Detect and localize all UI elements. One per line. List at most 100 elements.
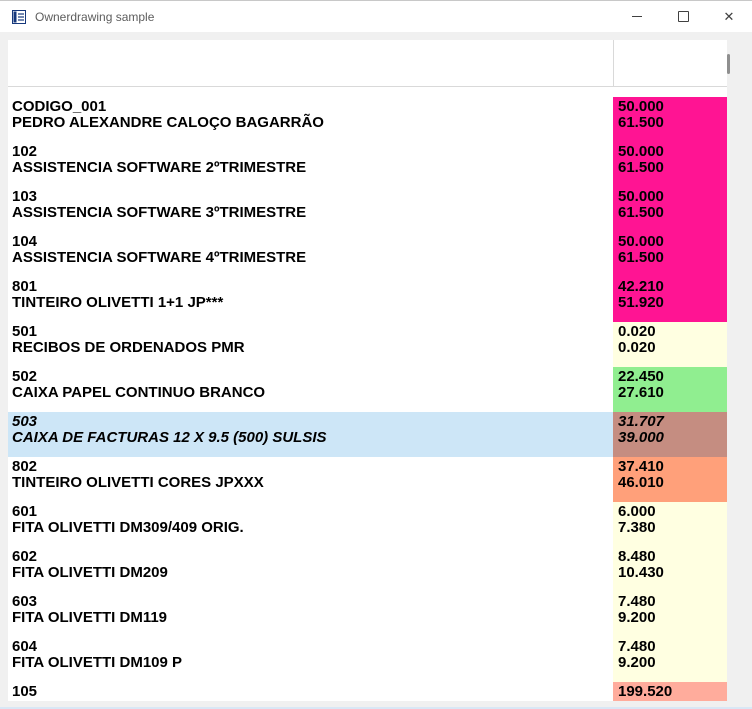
item-price-2: 46.010: [618, 473, 664, 491]
item-price-2: 61.500: [618, 158, 664, 176]
item-code: 501: [12, 323, 38, 340]
maximize-icon: [677, 11, 689, 22]
list-item[interactable]: 103 ASSISTENCIA SOFTWARE 3ºTRIMESTRE 50.…: [8, 187, 727, 232]
item-description: FITA OLIVETTI DM309/409 ORIG.: [12, 518, 244, 536]
item-code: 802: [12, 458, 38, 475]
close-icon: ✕: [723, 9, 735, 24]
item-code: 601: [12, 503, 38, 520]
item-price-2: 9.200: [618, 608, 656, 626]
header-column-divider: [613, 40, 614, 86]
item-price-cell: 50.000 61.500: [613, 187, 727, 232]
item-price-2: 51.920: [618, 293, 664, 311]
item-price-cell: 8.480 10.430: [613, 547, 727, 592]
item-price-cell: 31.707 39.000: [613, 412, 727, 457]
item-code: CODIGO_001: [12, 98, 107, 115]
item-price-2: 9.200: [618, 653, 656, 671]
list-item[interactable]: 104 ASSISTENCIA SOFTWARE 4ºTRIMESTRE 50.…: [8, 232, 727, 277]
item-price-cell: 6.000 7.380: [613, 502, 727, 547]
item-price-1: 0.020: [618, 323, 656, 340]
item-description: ASSISTENCIA SOFTWARE 2ºTRIMESTRE: [12, 158, 307, 176]
item-description: FITA OLIVETTI DM119: [12, 608, 168, 626]
item-price-1: 6.000: [618, 503, 656, 520]
item-description: ASSISTENCIA SOFTWARE 3ºTRIMESTRE: [12, 203, 307, 221]
item-description: FITA OLIVETTI DM109 P: [12, 653, 183, 671]
minimize-icon: [632, 16, 642, 17]
item-price-2: 0.020: [618, 338, 656, 356]
list-item[interactable]: CODIGO_001 PEDRO ALEXANDRE CALOÇO BAGARR…: [8, 97, 727, 142]
list-item[interactable]: 604 FITA OLIVETTI DM109 P 7.480 9.200: [8, 637, 727, 682]
item-main-cell: 801 TINTEIRO OLIVETTI 1+1 JP***: [8, 277, 613, 322]
item-description: ASSISTENCIA AO SOFTWARE ANUAL: [12, 699, 613, 701]
item-price-1: 37.410: [618, 458, 664, 475]
vertical-scrollbar-thumb[interactable]: [727, 54, 730, 74]
item-code: 801: [12, 278, 38, 295]
item-main-cell: 604 FITA OLIVETTI DM109 P: [8, 637, 613, 682]
list-item[interactable]: 802 TINTEIRO OLIVETTI CORES JPXXX 37.410…: [8, 457, 727, 502]
list-item[interactable]: 801 TINTEIRO OLIVETTI 1+1 JP*** 42.210 5…: [8, 277, 727, 322]
item-description: TINTEIRO OLIVETTI 1+1 JP***: [12, 293, 224, 311]
item-code: 502: [12, 368, 38, 385]
item-price-2: 61.500: [618, 203, 664, 221]
item-price-cell: 7.480 9.200: [613, 637, 727, 682]
item-price-2: 39.000: [618, 428, 664, 446]
item-price-1: 31.707: [618, 413, 664, 430]
item-price-1: 7.480: [618, 638, 656, 655]
item-price-2: 7.380: [618, 518, 656, 536]
item-main-cell: 501 RECIBOS DE ORDENADOS PMR: [8, 322, 613, 367]
app-icon: [12, 9, 26, 24]
item-price-cell: 50.000 61.500: [613, 142, 727, 187]
item-code: 503: [12, 413, 38, 430]
item-price-cell: 50.000 61.500: [613, 97, 727, 142]
maximize-button[interactable]: [660, 1, 706, 32]
titlebar: Ownerdrawing sample ✕: [0, 0, 752, 32]
list-header: [8, 40, 727, 87]
minimize-button[interactable]: [614, 1, 660, 32]
item-price-1: 199.520: [618, 683, 673, 700]
list-item[interactable]: 503 CAIXA DE FACTURAS 12 X 9.5 (500) SUL…: [8, 412, 727, 457]
list-item[interactable]: 602 FITA OLIVETTI DM209 8.480 10.430: [8, 547, 727, 592]
item-main-cell: 602 FITA OLIVETTI DM209: [8, 547, 613, 592]
item-description: TINTEIRO OLIVETTI CORES JPXXX: [12, 473, 264, 491]
item-main-cell: 502 CAIXA PAPEL CONTINUO BRANCO: [8, 367, 613, 412]
item-description: CAIXA PAPEL CONTINUO BRANCO: [12, 383, 266, 401]
item-price-1: 7.480: [618, 593, 656, 610]
list-item[interactable]: 501 RECIBOS DE ORDENADOS PMR 0.020 0.020: [8, 322, 727, 367]
item-code: 105: [12, 683, 38, 700]
list-item[interactable]: 603 FITA OLIVETTI DM119 7.480 9.200: [8, 592, 727, 637]
item-main-cell: 503 CAIXA DE FACTURAS 12 X 9.5 (500) SUL…: [8, 412, 613, 457]
item-main-cell: CODIGO_001 PEDRO ALEXANDRE CALOÇO BAGARR…: [8, 97, 613, 142]
item-price-2: 27.610: [618, 383, 664, 401]
item-description: CAIXA DE FACTURAS 12 X 9.5 (500) SULSIS: [12, 428, 327, 446]
item-code: 603: [12, 593, 38, 610]
item-price-cell: 37.410 46.010: [613, 457, 727, 502]
list-rows: CODIGO_001 PEDRO ALEXANDRE CALOÇO BAGARR…: [8, 87, 727, 701]
item-description: PEDRO ALEXANDRE CALOÇO BAGARRÃO: [12, 113, 324, 131]
item-code: 102: [12, 143, 38, 160]
item-main-cell: 802 TINTEIRO OLIVETTI CORES JPXXX: [8, 457, 613, 502]
window-bottom-edge: [0, 707, 752, 709]
item-main-cell: 105 ASSISTENCIA AO SOFTWARE ANUAL: [8, 682, 613, 701]
item-price-1: 50.000: [618, 233, 664, 250]
client-area: CODIGO_001 PEDRO ALEXANDRE CALOÇO BAGARR…: [0, 32, 752, 709]
item-description: ASSISTENCIA SOFTWARE 4ºTRIMESTRE: [12, 248, 307, 266]
item-price-cell: 42.210 51.920: [613, 277, 727, 322]
window-title: Ownerdrawing sample: [35, 9, 155, 24]
list-item[interactable]: 105 ASSISTENCIA AO SOFTWARE ANUAL 199.52…: [8, 682, 727, 701]
item-main-cell: 603 FITA OLIVETTI DM119: [8, 592, 613, 637]
item-main-cell: 104 ASSISTENCIA SOFTWARE 4ºTRIMESTRE: [8, 232, 613, 277]
close-button[interactable]: ✕: [706, 1, 752, 32]
list-item[interactable]: 601 FITA OLIVETTI DM309/409 ORIG. 6.000 …: [8, 502, 727, 547]
list-item[interactable]: 502 CAIXA PAPEL CONTINUO BRANCO 22.450 2…: [8, 367, 727, 412]
list-item[interactable]: 102 ASSISTENCIA SOFTWARE 2ºTRIMESTRE 50.…: [8, 142, 727, 187]
item-price-cell: 7.480 9.200: [613, 592, 727, 637]
item-price-cell: 199.520 245.410: [613, 682, 727, 701]
item-price-2: 61.500: [618, 113, 664, 131]
item-price-2: 61.500: [618, 248, 664, 266]
item-price-2: 245.410: [618, 699, 727, 701]
ownerdraw-listbox: CODIGO_001 PEDRO ALEXANDRE CALOÇO BAGARR…: [8, 40, 727, 701]
item-price-1: 50.000: [618, 143, 664, 160]
item-price-1: 50.000: [618, 188, 664, 205]
item-code: 604: [12, 638, 38, 655]
item-main-cell: 103 ASSISTENCIA SOFTWARE 3ºTRIMESTRE: [8, 187, 613, 232]
item-price-1: 22.450: [618, 368, 664, 385]
